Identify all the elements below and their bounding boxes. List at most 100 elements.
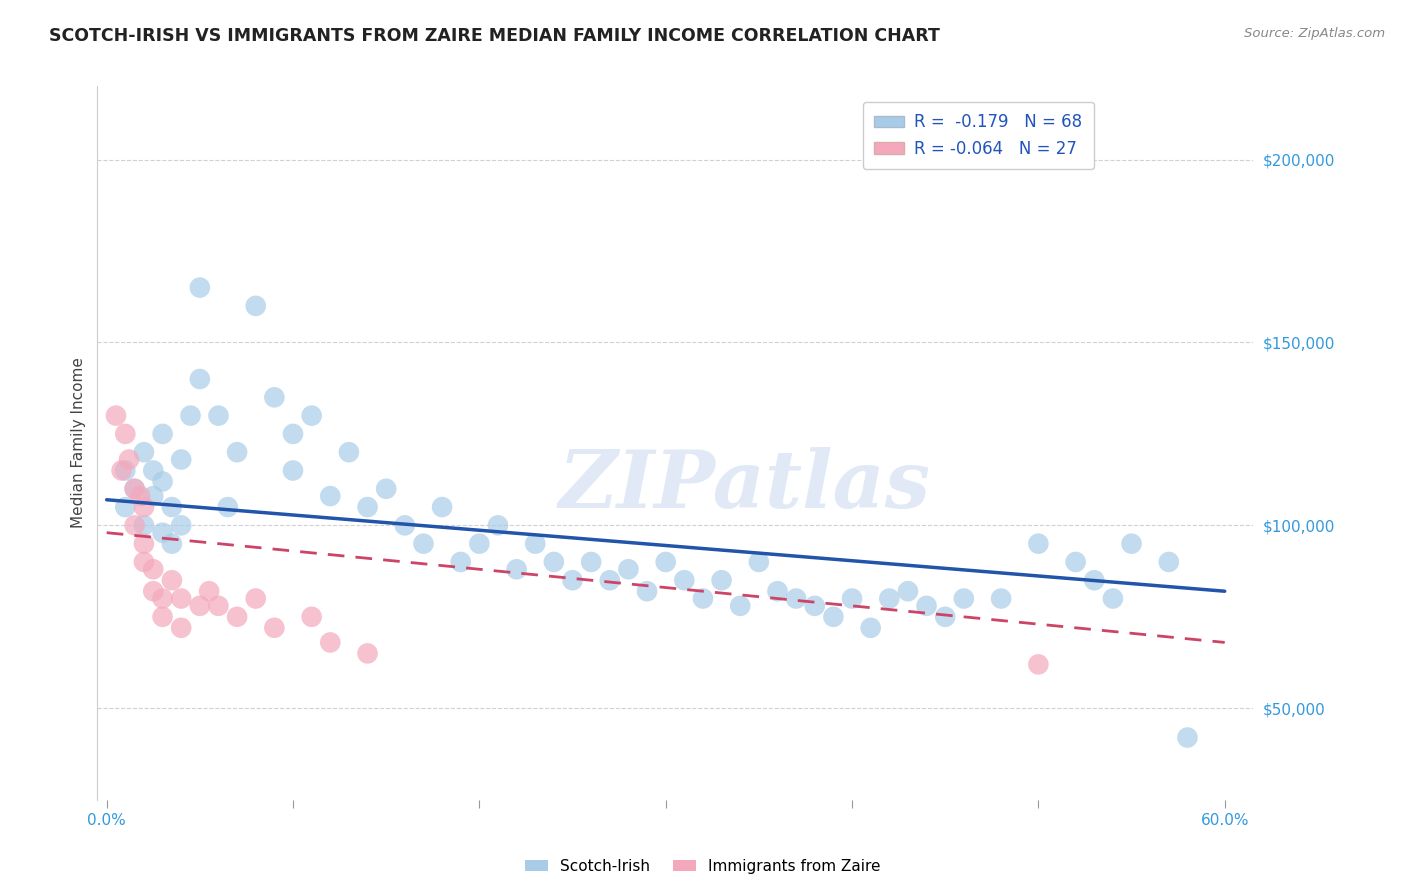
Point [217, 500, 239, 514]
Point [1157, 555, 1180, 569]
Point [245, 591, 267, 606]
Point [188, 372, 211, 386]
Point [188, 599, 211, 613]
Point [124, 482, 146, 496]
Point [823, 610, 845, 624]
Point [142, 489, 165, 503]
Point [524, 536, 547, 550]
Point [263, 390, 285, 404]
Point [226, 610, 249, 624]
Point [118, 452, 141, 467]
Point [170, 621, 193, 635]
Point [803, 599, 825, 613]
Point [207, 409, 229, 423]
Point [599, 573, 621, 587]
Point [160, 573, 183, 587]
Text: ZIPatlas: ZIPatlas [558, 447, 931, 524]
Point [728, 599, 751, 613]
Point [394, 518, 416, 533]
Point [152, 426, 174, 441]
Point [142, 562, 165, 576]
Point [180, 409, 202, 423]
Point [897, 584, 920, 599]
Text: SCOTCH-IRISH VS IMMIGRANTS FROM ZAIRE MEDIAN FAMILY INCOME CORRELATION CHART: SCOTCH-IRISH VS IMMIGRANTS FROM ZAIRE ME… [49, 27, 941, 45]
Point [170, 452, 193, 467]
Point [132, 445, 155, 459]
Point [281, 463, 304, 477]
Point [841, 591, 863, 606]
Point [1028, 657, 1050, 672]
Point [226, 445, 249, 459]
Y-axis label: Median Family Income: Median Family Income [72, 358, 86, 528]
Point [110, 463, 132, 477]
Point [132, 555, 155, 569]
Point [636, 584, 658, 599]
Text: Source: ZipAtlas.com: Source: ZipAtlas.com [1244, 27, 1385, 40]
Point [879, 591, 901, 606]
Point [129, 489, 152, 503]
Point [934, 610, 956, 624]
Point [319, 489, 342, 503]
Point [561, 573, 583, 587]
Point [170, 518, 193, 533]
Point [104, 409, 127, 423]
Point [673, 573, 696, 587]
Point [152, 610, 174, 624]
Point [785, 591, 807, 606]
Point [337, 445, 360, 459]
Point [990, 591, 1012, 606]
Point [132, 500, 155, 514]
Point [1102, 591, 1125, 606]
Point [142, 463, 165, 477]
Point [132, 518, 155, 533]
Point [301, 610, 323, 624]
Point [1177, 731, 1199, 745]
Point [152, 525, 174, 540]
Point [281, 426, 304, 441]
Point [114, 426, 136, 441]
Point [748, 555, 770, 569]
Point [356, 647, 378, 661]
Point [654, 555, 676, 569]
Point [319, 635, 342, 649]
Point [114, 463, 136, 477]
Point [152, 591, 174, 606]
Legend: R =  -0.179   N = 68, R = -0.064   N = 27: R = -0.179 N = 68, R = -0.064 N = 27 [863, 102, 1094, 169]
Point [505, 562, 527, 576]
Point [160, 536, 183, 550]
Point [915, 599, 938, 613]
Legend: Scotch-Irish, Immigrants from Zaire: Scotch-Irish, Immigrants from Zaire [519, 853, 887, 880]
Point [375, 482, 398, 496]
Point [124, 482, 146, 496]
Point [1064, 555, 1087, 569]
Point [152, 475, 174, 489]
Point [1121, 536, 1143, 550]
Point [692, 591, 714, 606]
Point [245, 299, 267, 313]
Point [579, 555, 602, 569]
Point [543, 555, 565, 569]
Point [263, 621, 285, 635]
Point [124, 518, 146, 533]
Point [450, 555, 472, 569]
Point [198, 584, 221, 599]
Point [207, 599, 229, 613]
Point [170, 591, 193, 606]
Point [953, 591, 976, 606]
Point [188, 280, 211, 294]
Point [859, 621, 882, 635]
Point [301, 409, 323, 423]
Point [430, 500, 453, 514]
Point [486, 518, 509, 533]
Point [132, 536, 155, 550]
Point [114, 500, 136, 514]
Point [412, 536, 434, 550]
Point [766, 584, 789, 599]
Point [468, 536, 491, 550]
Point [617, 562, 640, 576]
Point [356, 500, 378, 514]
Point [142, 584, 165, 599]
Point [1028, 536, 1050, 550]
Point [710, 573, 733, 587]
Point [160, 500, 183, 514]
